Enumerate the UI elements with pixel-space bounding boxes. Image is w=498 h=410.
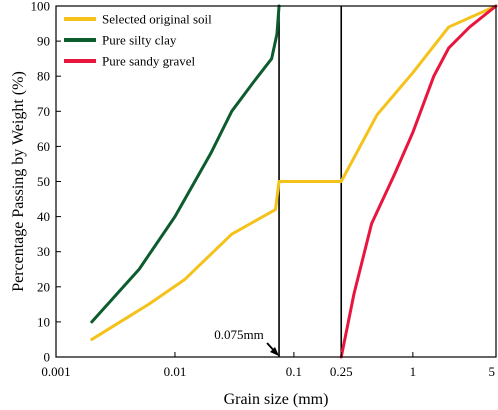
y-tick-label: 50 <box>37 174 50 189</box>
annotation-arrow-head <box>270 347 280 356</box>
y-tick-label: 80 <box>37 69 50 84</box>
x-tick-label: 5 <box>489 364 496 379</box>
legend: Selected original soil Pure silty clay Pur… <box>64 12 212 69</box>
x-tick-label: 0.01 <box>164 364 187 379</box>
axes <box>55 5 497 358</box>
series-line-1 <box>90 4 281 324</box>
annotations: 0.075mm <box>214 327 280 356</box>
y-tick-label: 20 <box>37 279 50 294</box>
y-tick-label: 10 <box>37 314 50 329</box>
series-layer <box>90 4 498 359</box>
tick-labels: 0 10 20 30 40 50 60 70 80 90 100 0.001 0.01 0.1 0.25 1 5 <box>31 0 496 379</box>
y-tick-label: 40 <box>37 209 50 224</box>
legend-label-0: Selected original soil <box>102 12 212 27</box>
legend-label-2: Pure sandy gravel <box>102 54 196 69</box>
series-line-0 <box>90 4 498 341</box>
y-tick-label: 0 <box>44 350 51 365</box>
series-line-2 <box>339 4 498 359</box>
y-tick-label: 60 <box>37 139 50 154</box>
x-axis-title: Grain size (mm) <box>224 391 329 408</box>
x-tick-label: 1 <box>410 364 417 379</box>
x-tick-label: 0.001 <box>41 364 70 379</box>
y-tick-label: 30 <box>37 244 50 259</box>
x-tick-label: 0.1 <box>286 364 302 379</box>
y-tick-label: 90 <box>37 34 50 49</box>
annotation-label: 0.075mm <box>214 327 263 342</box>
legend-label-1: Pure silty clay <box>102 33 177 48</box>
y-tick-label: 100 <box>31 0 51 14</box>
y-tick-label: 70 <box>37 104 50 119</box>
x-tick-label: 0.25 <box>330 364 353 379</box>
y-axis-title: Percentage Passing by Weight (%) <box>10 71 27 292</box>
